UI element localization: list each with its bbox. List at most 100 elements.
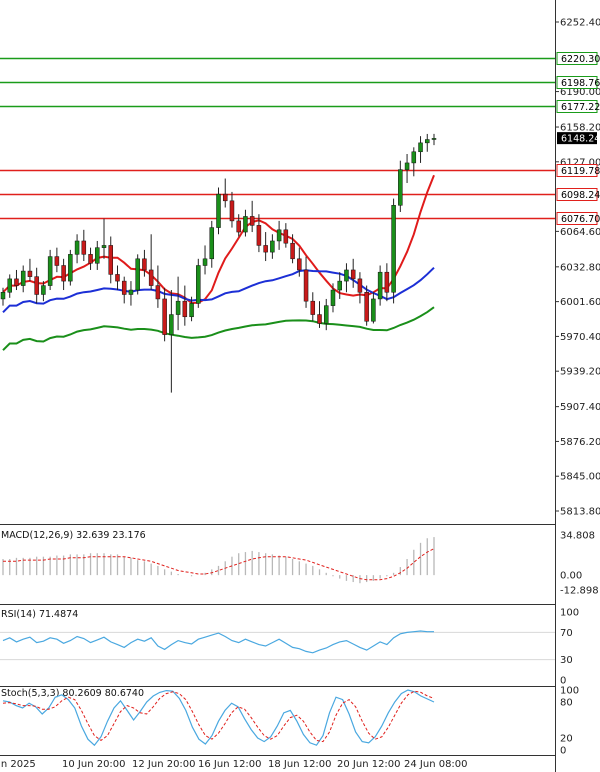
level-tag-label: 6119.78	[561, 166, 600, 177]
stoch-k-line	[2, 689, 435, 747]
candle-body	[391, 205, 396, 293]
stoch-title: Stoch(5,3,3) 80.2609 80.6740	[1, 688, 144, 699]
candle-body	[41, 285, 46, 295]
candle-body	[202, 258, 208, 266]
candle-body	[398, 169, 403, 206]
candle-body	[411, 151, 417, 164]
level-tag-box	[556, 164, 598, 177]
price-axis-ticks: 6252.40 6190.00 6158.20 6127.00 6064.60 6032.…	[555, 18, 600, 518]
candle-body	[95, 247, 100, 264]
candle-body	[344, 269, 349, 282]
time-tick-label: 16 Jun 12:00	[198, 759, 262, 770]
time-tick-label: 9 Jun 2025	[0, 759, 36, 770]
macd-tick-label: 0.00	[560, 571, 582, 582]
candle-body	[121, 280, 127, 295]
candle-body	[81, 240, 87, 255]
candle-body	[34, 276, 39, 295]
candle-body	[290, 242, 295, 260]
candle-body	[68, 254, 73, 282]
stoch-tick-label: 0	[560, 746, 566, 757]
candle-body	[357, 278, 363, 293]
rsi-title: RSI(14) 71.4874	[1, 609, 78, 620]
rsi-axis-ticks: 100 70 30 0	[560, 608, 579, 687]
candle-body	[404, 162, 410, 170]
candle-body	[297, 258, 302, 271]
candle-body	[216, 193, 221, 228]
candle-body	[256, 225, 262, 246]
rsi-tick-label: 70	[560, 628, 573, 639]
price-tick-label: 5813.80	[560, 507, 600, 518]
level-tag-label: 6220.30	[561, 54, 600, 65]
candle-body	[310, 300, 316, 315]
candle-body	[236, 220, 241, 233]
candle-body	[229, 200, 235, 222]
candle-body	[128, 289, 134, 295]
ma-line	[2, 174, 435, 305]
stoch-tick-label: 20	[560, 734, 573, 745]
macd-axis-ticks: 34.808 0.00 -12.898	[560, 531, 599, 597]
current-price-box	[557, 132, 597, 145]
candle-body	[249, 216, 255, 226]
candle-body	[148, 269, 154, 286]
candle-body	[155, 285, 161, 300]
price-tick-label: 5876.20	[560, 437, 600, 448]
price-tick-label: 5845.00	[560, 472, 600, 483]
candle-body	[0, 292, 6, 300]
rsi-tick-label: 30	[560, 655, 573, 666]
price-tick-label: 6032.80	[560, 262, 600, 273]
level-tag-box	[556, 212, 598, 225]
candle-body	[263, 245, 268, 253]
candle-body	[162, 298, 167, 335]
macd-panel: MACD(12,26,9) 32.639 23.176 34.808 0.00 -1…	[0, 530, 599, 605]
macd-title: MACD(12,26,9) 32.639 23.176	[1, 530, 146, 541]
candle-body	[270, 240, 275, 253]
level-tag-label: 6198.76	[561, 78, 600, 89]
candle-body	[47, 256, 53, 286]
time-tick-label: 24 Jun 08:00	[404, 759, 468, 770]
candle-body	[222, 193, 228, 202]
price-tick-label: 5970.40	[560, 332, 600, 343]
candle-body	[61, 265, 66, 282]
candle-body	[135, 258, 140, 291]
time-tick-label: 10 Jun 20:00	[62, 759, 126, 770]
price-tick-label: 6252.40	[560, 18, 600, 29]
rsi-line	[0, 630, 555, 661]
candle-body	[283, 229, 289, 244]
stoch-tick-label: 100	[560, 686, 579, 697]
candle-body	[108, 245, 113, 275]
candle-body	[418, 142, 423, 153]
price-tick-label: 6158.20	[560, 123, 600, 134]
candle-body	[350, 269, 356, 280]
candle-body	[54, 256, 60, 266]
stoch-tick-label: 80	[560, 698, 573, 709]
price-tick-label: 6127.00	[560, 157, 600, 168]
time-tick-label: 12 Jun 20:00	[132, 759, 196, 770]
candle-body	[324, 305, 329, 324]
candle-body	[27, 270, 33, 277]
candle-body	[371, 298, 376, 322]
candle-body	[431, 138, 437, 140]
candle-body	[243, 216, 248, 233]
price-tick-label: 5939.20	[560, 367, 600, 378]
candlesticks	[0, 133, 437, 393]
macd-tick-label: 34.808	[560, 531, 595, 542]
candle-body	[364, 292, 369, 322]
candle-body	[377, 271, 383, 300]
candle-body	[14, 278, 19, 286]
candle-body	[101, 245, 107, 248]
level-tag-label: 6076.70	[561, 214, 600, 225]
candle-body	[142, 258, 147, 271]
candle-body	[384, 271, 390, 293]
price-tick-label: 6001.60	[560, 297, 600, 308]
candle-body	[425, 139, 430, 144]
candle-body	[74, 240, 80, 255]
macd-signal-line	[3, 548, 435, 581]
price-tick-label: 5907.40	[560, 402, 600, 413]
stoch-lines	[2, 689, 435, 747]
level-tags: 6220.30 6198.76 6177.22 6119.78 6098.24 6076.…	[556, 52, 600, 225]
candle-body	[20, 270, 26, 286]
price-tick-label: 6064.60	[560, 227, 600, 238]
